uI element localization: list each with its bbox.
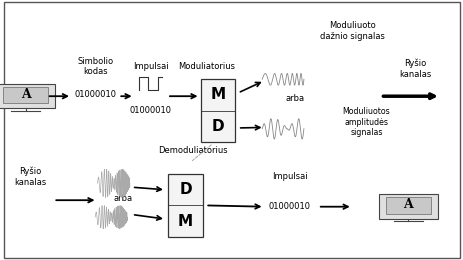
Text: Moduliuoto
dažnio signalas: Moduliuoto dažnio signalas	[319, 22, 384, 41]
Text: 01000010: 01000010	[130, 106, 171, 115]
Bar	[3, 87, 48, 103]
Text: A: A	[20, 88, 31, 101]
Bar	[385, 197, 430, 214]
Text: Ryšio
kanalas: Ryšio kanalas	[398, 59, 431, 79]
Text: Demoduliatorius: Demoduliatorius	[157, 146, 227, 155]
Text: D: D	[179, 182, 192, 197]
Text: A: A	[402, 198, 413, 211]
Text: M: M	[210, 87, 225, 102]
Text: D: D	[211, 119, 224, 134]
Text: 01000010: 01000010	[74, 90, 116, 99]
Text: M: M	[178, 213, 193, 229]
Text: Impulsai: Impulsai	[272, 172, 307, 181]
Text: Moduliuotos
amplitudės
signalas: Moduliuotos amplitudės signalas	[342, 107, 389, 137]
Text: Impulsai: Impulsai	[133, 62, 168, 71]
Bar	[200, 79, 235, 142]
Bar	[0, 84, 55, 108]
Text: Simbolio
kodas: Simbolio kodas	[77, 57, 113, 76]
Text: Ryšio
kanalas: Ryšio kanalas	[14, 167, 46, 187]
Text: 01000010: 01000010	[269, 202, 310, 211]
Text: Moduliatorius: Moduliatorius	[178, 62, 234, 71]
Text: arba: arba	[113, 194, 132, 203]
Bar	[168, 174, 203, 237]
Text: arba: arba	[284, 94, 304, 103]
Bar	[378, 194, 437, 219]
